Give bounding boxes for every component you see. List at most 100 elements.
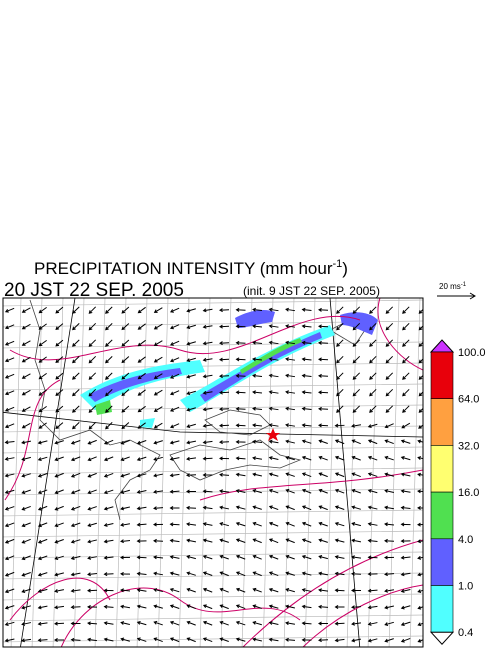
- wind-arrow: [400, 505, 411, 510]
- wind-arrow: [252, 637, 262, 642]
- wind-arrow: [136, 637, 147, 642]
- wind-arrow: [235, 472, 246, 477]
- grid-line: [409, 298, 421, 647]
- wind-arrow: [38, 389, 47, 396]
- wind-arrow: [21, 440, 32, 445]
- wind-arrow: [334, 423, 345, 428]
- wind-arrow: [252, 373, 263, 378]
- wind-arrow: [202, 587, 213, 593]
- wind-arrow: [351, 505, 361, 510]
- wind-arrow: [153, 422, 163, 429]
- wind-arrow: [352, 388, 361, 397]
- wind-arrow: [137, 405, 146, 413]
- wind-arrow: [235, 604, 246, 610]
- wind-arrow: [252, 406, 263, 411]
- wind-arrow: [186, 620, 196, 626]
- grid-line: [31, 298, 43, 647]
- wind-arrow: [153, 522, 164, 527]
- wind-arrow: [136, 473, 147, 478]
- wind-arrow: [351, 538, 362, 543]
- grid-line: [115, 298, 127, 647]
- wind-arrow: [120, 473, 130, 478]
- wind-arrow: [318, 307, 329, 312]
- wind-arrow: [235, 505, 246, 510]
- wind-arrow: [4, 489, 15, 495]
- wind-arrow: [334, 571, 345, 576]
- wind-arrow: [21, 373, 31, 379]
- wind-arrow: [4, 390, 15, 396]
- wind-arrow: [268, 340, 279, 345]
- wind-arrow: [120, 456, 130, 462]
- wind-arrow: [153, 604, 163, 609]
- wind-arrow: [88, 306, 97, 314]
- wind-arrow: [103, 621, 114, 626]
- wind-arrow: [252, 521, 262, 527]
- wind-arrow: [219, 440, 230, 445]
- wind-arrow: [318, 455, 328, 461]
- wind-arrow: [169, 571, 180, 576]
- wind-arrow: [186, 341, 196, 346]
- wind-arrow: [153, 538, 164, 543]
- wind-arrow: [202, 341, 213, 346]
- wind-arrow: [400, 456, 411, 461]
- wind-arrow: [301, 637, 312, 642]
- wind-arrow: [186, 390, 196, 396]
- colorbar-segment: [430, 398, 454, 446]
- wind-arrow: [54, 489, 64, 495]
- wind-arrow: [70, 555, 81, 560]
- wind-arrow: [169, 457, 180, 461]
- wind-arrow: [351, 555, 362, 560]
- wind-arrow: [87, 472, 97, 478]
- wind-arrow: [385, 355, 394, 364]
- wind-arrow: [384, 439, 394, 445]
- wind-arrow: [120, 439, 130, 445]
- grid-line: [304, 298, 316, 647]
- wind-arrow: [301, 538, 312, 543]
- wind-arrow: [301, 521, 312, 527]
- grid-line: [3, 614, 423, 622]
- wind-arrow: [351, 423, 362, 428]
- wind-arrow: [402, 322, 410, 331]
- wind-arrow: [153, 373, 163, 379]
- wind-arrow: [54, 605, 65, 610]
- wind-arrow: [105, 389, 113, 397]
- wind-arrow: [301, 423, 312, 428]
- wind-arrow: [170, 340, 180, 346]
- colorbar-label: 1.0: [458, 581, 473, 593]
- wind-arrow: [384, 621, 394, 626]
- wind-arrow: [21, 406, 31, 412]
- wind-arrow: [120, 621, 130, 625]
- wind-arrow: [153, 389, 163, 396]
- wind-arrow: [235, 554, 246, 560]
- wind-arrow: [202, 407, 213, 412]
- wind-arrow: [38, 323, 47, 330]
- wind-arrow: [351, 638, 362, 643]
- wind-arrow: [252, 538, 262, 544]
- wind-arrow: [318, 538, 328, 543]
- wind-arrow: [4, 522, 15, 528]
- wind-arrow: [235, 340, 246, 345]
- wind-arrow: [87, 621, 98, 626]
- wind-arrow: [88, 388, 97, 397]
- wind-arrow: [336, 355, 344, 364]
- wind-arrow: [402, 405, 410, 413]
- wind-arrow: [37, 505, 48, 511]
- wind-arrow: [186, 505, 197, 510]
- wind-arrow: [72, 323, 80, 331]
- wind-arrow: [268, 488, 279, 494]
- wind-arrow: [103, 572, 114, 577]
- wind-arrow: [285, 307, 296, 312]
- wind-arrow: [72, 372, 80, 380]
- wind-arrow: [268, 390, 279, 395]
- wind-arrow: [4, 406, 15, 412]
- wind-arrow: [252, 439, 263, 444]
- wind-arrow: [186, 637, 196, 643]
- wind-arrow: [318, 324, 329, 329]
- wind-arrow: [4, 538, 15, 544]
- wind-arrow: [367, 472, 378, 477]
- wind-arrow: [219, 505, 230, 510]
- wind-arrow: [38, 372, 47, 380]
- wind-arrow: [202, 538, 213, 543]
- wind-arrow: [54, 539, 64, 544]
- wind-arrow: [400, 522, 411, 527]
